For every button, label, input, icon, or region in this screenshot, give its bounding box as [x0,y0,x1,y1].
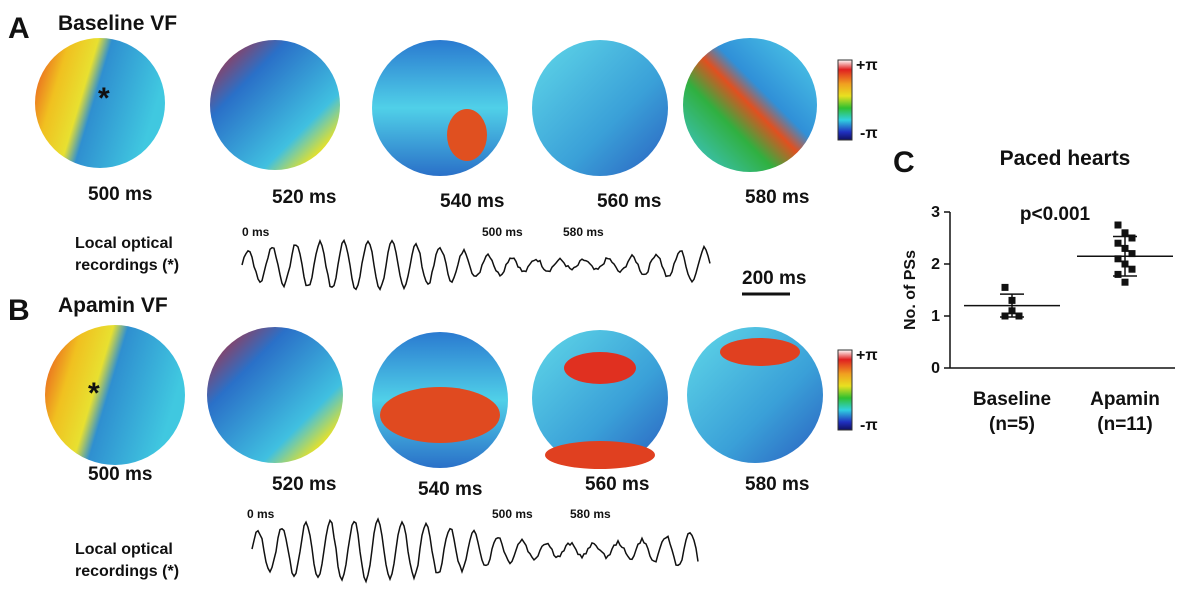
trace-marker: 0 ms [242,225,270,239]
map-time-label: 580 ms [745,474,809,495]
data-point [1122,229,1129,236]
x-tick-label: Baseline [973,389,1051,410]
map-time-label: 520 ms [272,474,336,495]
phase-blob [720,338,800,366]
panel-title: Baseline VF [58,12,177,35]
trace-marker: 500 ms [492,507,533,521]
map-time-label: 580 ms [745,187,809,208]
map-time-label: 500 ms [88,464,152,485]
trace-label: Local optical [75,235,173,252]
x-tick-sublabel: (n=11) [1097,414,1152,435]
phase-map [683,38,817,172]
optical-trace [252,519,698,581]
colorbar-label: -π [860,125,878,142]
panel-title: Apamin VF [58,294,168,317]
phase-map [45,325,185,465]
data-point [1122,279,1129,286]
data-point [1002,313,1009,320]
map-time-label: 540 ms [418,479,482,500]
phase-maps-a [35,38,817,176]
figure: A Baseline VF * 500 ms 520 ms 540 ms 560… [0,0,1188,595]
chart: C Paced hearts p<0.001 No. of PSs 0 1 2 3 Ba… [893,146,1175,435]
scale-bar-label: 200 ms [742,268,806,289]
phase-blob [447,109,487,161]
data-point [1115,271,1122,278]
y-tick-label: 2 [931,256,940,273]
phase-singularity-marker: * [88,377,100,410]
phase-map [210,40,340,170]
panel-letter: C [893,146,915,179]
data-point [1016,313,1023,320]
phase-blob [545,441,655,469]
colorbar [838,350,852,430]
map-time-label: 560 ms [597,191,661,212]
phase-map [532,40,668,176]
optical-trace [242,241,710,290]
x-tick-sublabel: (n=5) [989,414,1035,435]
panel-letter: B [8,294,30,327]
phase-map [372,40,508,176]
phase-blob [380,387,500,443]
panel-letter: A [8,12,30,45]
phase-map [207,327,343,463]
trace-label: Local optical [75,541,173,558]
trace-marker: 580 ms [563,225,604,239]
map-time-label: 560 ms [585,474,649,495]
chart-title: Paced hearts [1000,147,1131,170]
phase-blob [564,352,636,384]
trace-marker: 0 ms [247,507,275,521]
y-tick-label: 1 [931,308,940,325]
phase-singularity-marker: * [98,82,110,115]
phase-maps-b [45,325,823,469]
y-tick-label: 3 [931,204,940,221]
trace-marker: 580 ms [570,507,611,521]
colorbar-label: +π [856,57,878,74]
map-time-label: 540 ms [440,191,504,212]
trace-label: recordings (*) [75,563,179,580]
x-tick-label: Apamin [1090,389,1160,410]
map-time-label: 500 ms [88,184,152,205]
colorbar [838,60,852,140]
data-point [1129,235,1136,242]
colorbar-label: -π [860,417,878,434]
y-axis-label: No. of PSs [902,250,919,330]
data-point [1115,240,1122,247]
data-point [1129,266,1136,273]
colorbar-label: +π [856,347,878,364]
map-time-label: 520 ms [272,187,336,208]
data-point [1002,284,1009,291]
annotation: p<0.001 [1020,204,1091,225]
trace-marker: 500 ms [482,225,523,239]
data-point [1115,222,1122,229]
trace-label: recordings (*) [75,257,179,274]
y-tick-label: 0 [931,360,940,377]
